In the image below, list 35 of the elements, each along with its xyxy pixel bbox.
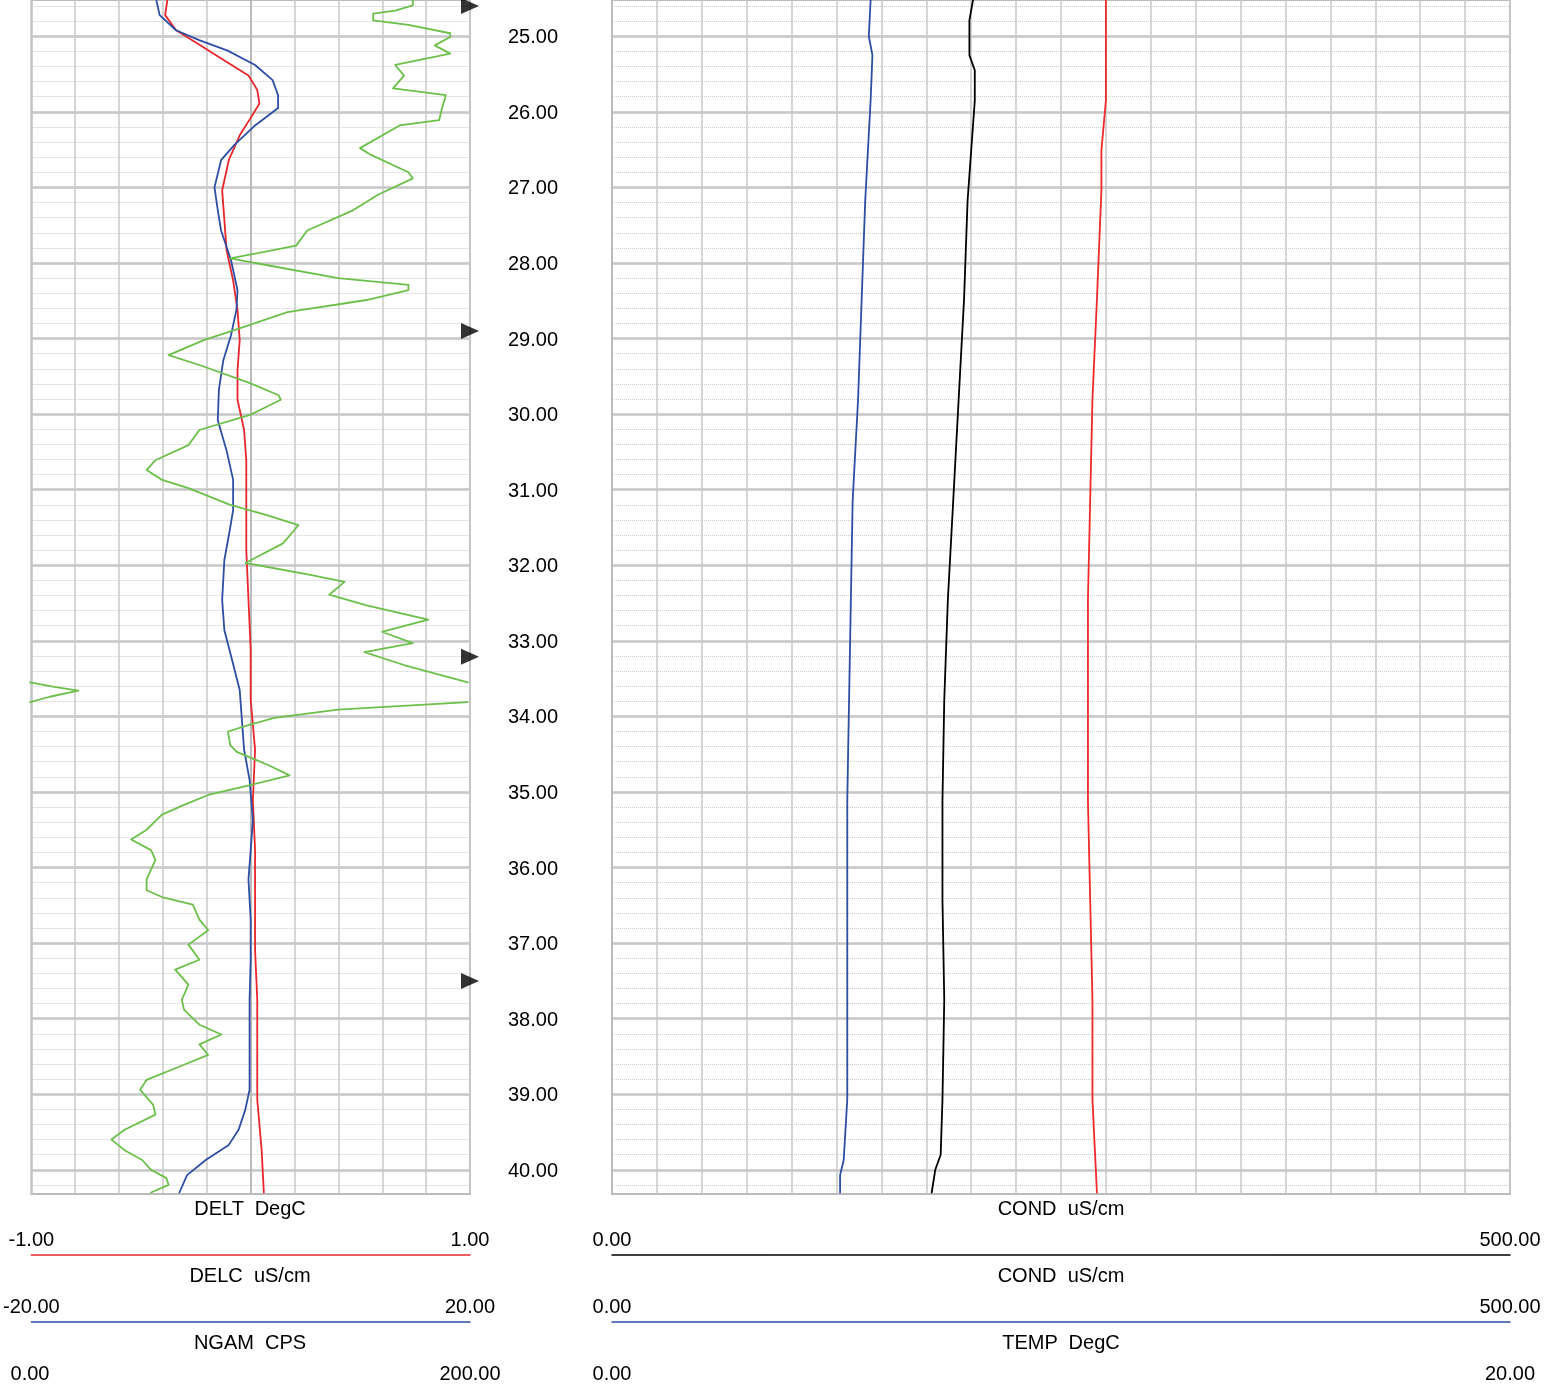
y-tick-label: 38.00 bbox=[508, 1007, 559, 1030]
x2-tick-label: 20.00 bbox=[444, 1295, 496, 1317]
y-tick-label: 29.00 bbox=[508, 327, 559, 350]
y-tick-label: 34.00 bbox=[508, 705, 559, 728]
y-tick-label: 28.00 bbox=[508, 251, 559, 274]
x2-tick-label: 500.00 bbox=[1479, 1295, 1541, 1317]
y-tick-label: 32.00 bbox=[508, 554, 559, 577]
x-tick-label: 0.00 bbox=[10, 1362, 50, 1384]
y-tick-label: 33.00 bbox=[508, 629, 559, 652]
x-tick-label: 200.00 bbox=[439, 1362, 501, 1384]
line-series bbox=[164, 0, 265, 1194]
x2-tick-label: 0.00 bbox=[592, 1295, 632, 1317]
y-tick-label: 30.00 bbox=[508, 403, 559, 426]
y-tick-label: 36.00 bbox=[508, 856, 559, 879]
x-tick-label: 20.00 bbox=[1484, 1362, 1536, 1384]
x-tick-label: 500.00 bbox=[1479, 1228, 1541, 1250]
x-axis-title: COND uS/cm bbox=[997, 1197, 1125, 1219]
x-axis-title: DELT DegC bbox=[194, 1197, 306, 1219]
x-tick-label: 0.00 bbox=[592, 1228, 632, 1250]
y-tick-label: 26.00 bbox=[508, 100, 559, 123]
y-tick-label: 31.00 bbox=[508, 478, 559, 501]
x-tick-label: 0.00 bbox=[592, 1362, 632, 1384]
y-tick-label: 25.00 bbox=[508, 25, 559, 48]
y-tick-label: 40.00 bbox=[508, 1158, 559, 1181]
y-tick-label: 35.00 bbox=[508, 780, 559, 803]
y-tick-label: 37.00 bbox=[508, 932, 559, 955]
x-tick-label: -1.00 bbox=[8, 1228, 55, 1250]
x2-axis-title: COND uS/cm bbox=[997, 1264, 1125, 1286]
x-axis-title: TEMP DegC bbox=[1002, 1331, 1120, 1353]
x-tick-label: 1.00 bbox=[450, 1228, 490, 1250]
y-tick-label: 27.00 bbox=[508, 176, 559, 199]
x-axis-title: NGAM CPS bbox=[193, 1331, 307, 1353]
y-tick-label: 39.00 bbox=[508, 1083, 559, 1106]
x2-axis-title: DELC uS/cm bbox=[189, 1264, 311, 1286]
x2-tick-label: -20.00 bbox=[3, 1295, 60, 1317]
